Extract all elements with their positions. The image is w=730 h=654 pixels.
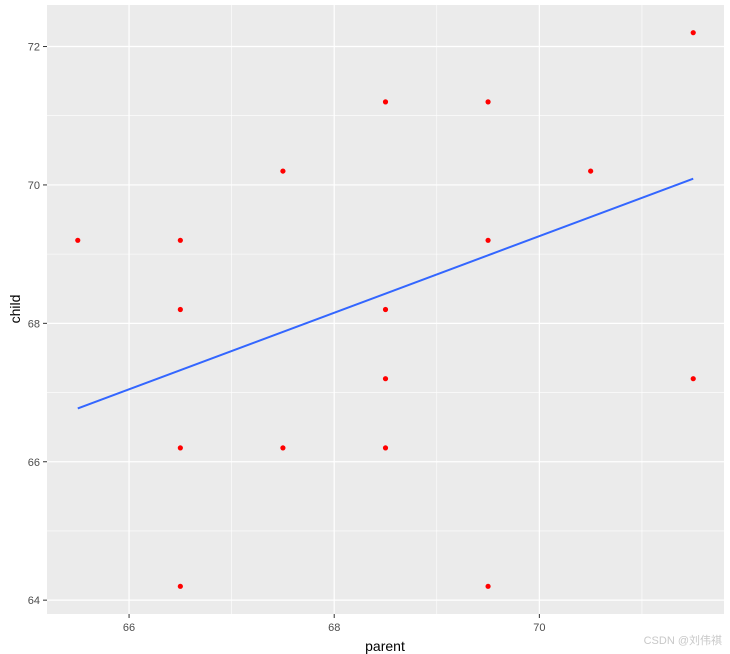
watermark: CSDN @刘伟祺 — [643, 635, 722, 647]
minor-gridlines — [47, 5, 724, 614]
data-points — [75, 30, 696, 589]
data-point — [75, 237, 81, 243]
x-tick-label: 70 — [533, 622, 545, 634]
data-point — [382, 306, 389, 313]
y-tick-label: 64 — [28, 595, 40, 607]
major-gridlines — [47, 5, 724, 614]
data-point — [690, 376, 696, 382]
data-point — [177, 445, 183, 451]
data-point — [588, 168, 594, 174]
data-point — [485, 583, 491, 589]
data-point — [177, 583, 183, 589]
data-point — [280, 445, 286, 451]
regression-line — [77, 177, 694, 410]
y-tick-label: 72 — [28, 42, 40, 54]
data-point — [485, 99, 491, 105]
data-point — [177, 237, 183, 243]
data-point — [485, 237, 491, 243]
y-tick-label: 70 — [28, 180, 40, 192]
data-point — [177, 306, 183, 313]
y-axis-title: child — [7, 295, 23, 324]
x-axis-title: parent — [365, 638, 405, 654]
x-axis-ticks: 66 68 70 — [123, 614, 545, 634]
data-point — [690, 30, 696, 36]
data-point — [382, 445, 389, 451]
data-point — [382, 376, 389, 382]
y-tick-label: 68 — [28, 318, 40, 330]
data-point — [382, 99, 389, 105]
x-tick-label: 68 — [328, 622, 340, 634]
fit-line-group — [77, 177, 694, 410]
y-axis-ticks: 64 66 68 70 72 — [28, 42, 47, 607]
x-tick-label: 66 — [123, 622, 135, 634]
y-tick-label: 66 — [28, 457, 40, 469]
data-point — [280, 168, 286, 174]
